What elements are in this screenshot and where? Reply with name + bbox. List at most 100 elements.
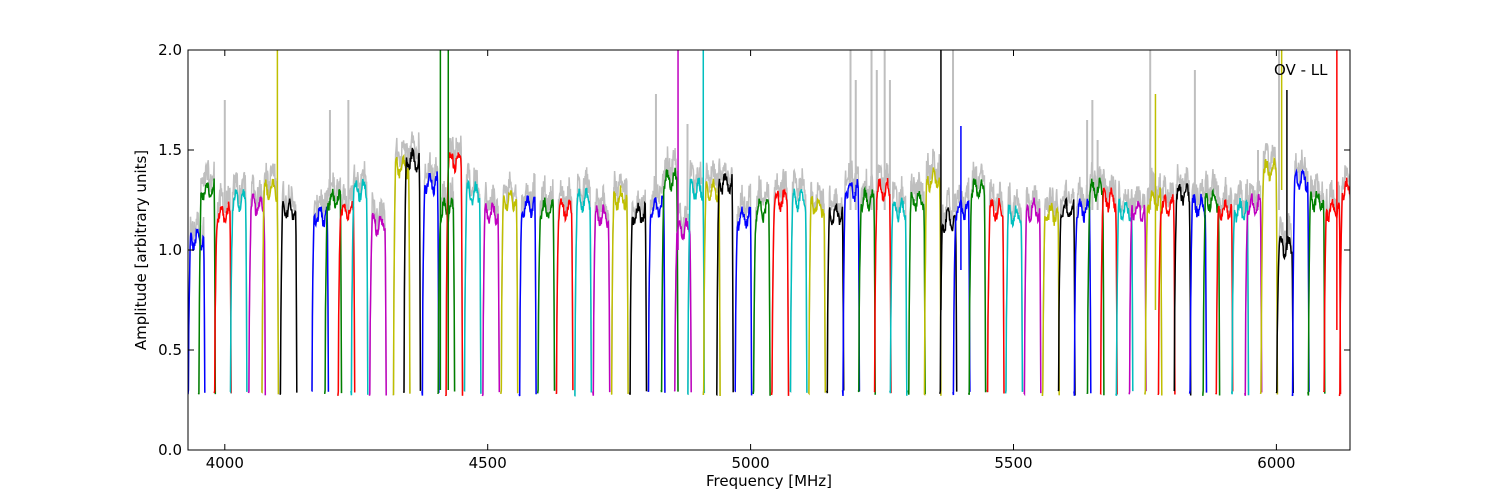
band-series-line (402, 147, 422, 393)
raw-band-line (1144, 167, 1163, 396)
raw-band-line (279, 181, 298, 395)
band-series-line (1259, 156, 1279, 395)
band-series-line (968, 178, 987, 395)
raw-band-line (536, 175, 556, 394)
band-series-line (368, 212, 387, 396)
raw-band-line (1173, 164, 1192, 396)
band-series-line (1230, 197, 1250, 396)
x-axis-label: Frequency [MHz] (706, 472, 832, 490)
band-series-line (807, 196, 827, 396)
raw-band-line (889, 176, 908, 396)
band-series-line (1099, 187, 1118, 396)
band-series-line (592, 204, 611, 396)
band-series-line (536, 197, 556, 394)
band-series-line (1215, 199, 1234, 395)
band-series-line (716, 172, 734, 396)
x-tick-label: 4500 (469, 454, 507, 472)
band-series-line (1057, 197, 1076, 396)
band-series-line (660, 167, 679, 393)
band-series-line (1115, 198, 1134, 396)
raw-band-line (1188, 178, 1208, 394)
band-series-line (1023, 197, 1042, 397)
band-series-line (555, 198, 574, 395)
band-series-line (261, 178, 280, 395)
band-series-line (826, 203, 845, 394)
band-series-line (229, 189, 248, 395)
raw-band-line (1307, 173, 1326, 396)
raw-band-line (197, 160, 217, 395)
band-series-line (628, 200, 648, 395)
band-series-line (1144, 187, 1163, 396)
band-series-line (687, 177, 706, 396)
band-series-line (1244, 193, 1263, 396)
band-series-line (1307, 191, 1326, 396)
y-tick-label: 2.0 (158, 41, 182, 59)
band-series-line (1004, 204, 1024, 394)
band-series-line (1041, 202, 1060, 397)
band-series-line (392, 153, 411, 396)
y-tick-label: 0.5 (158, 341, 182, 359)
x-axis-ticks: 4000 4500 5000 5500 6000 (206, 50, 1295, 472)
band-series-line (986, 197, 1005, 394)
y-axis-label: Amplitude [arbitrary units] (132, 150, 150, 350)
band-series-line (752, 198, 771, 396)
band-series-line (481, 202, 501, 397)
band-series-line (734, 206, 753, 396)
raw-band-line (1115, 180, 1134, 396)
raw-band-line (229, 171, 248, 395)
y-tick-label: 1.0 (158, 241, 182, 259)
raw-band-line (555, 177, 574, 395)
band-series-line (1338, 177, 1350, 397)
band-series-line (574, 187, 593, 397)
raw-band-line (1086, 162, 1105, 396)
raw-band-line (826, 185, 845, 394)
band-series-line (188, 227, 206, 395)
raw-band-line (687, 160, 706, 396)
x-tick-label: 4000 (206, 454, 244, 472)
band-series-line (889, 197, 908, 396)
raw-band-line (789, 168, 808, 393)
band-series-line (1188, 193, 1208, 394)
raw-band-line (1323, 179, 1342, 395)
x-tick-label: 5000 (732, 454, 770, 472)
raw-band-line (518, 173, 537, 397)
band-series-layer (188, 50, 1350, 397)
y-axis-ticks: 0.0 0.5 1.0 1.5 2.0 (158, 41, 1350, 459)
band-series-line (907, 191, 926, 395)
band-series-line (279, 198, 298, 395)
raw-band-line (1004, 182, 1024, 394)
band-series-line (1173, 183, 1192, 396)
raw-band-line (1291, 149, 1310, 397)
raw-band-line (481, 181, 501, 397)
band-series-line (1073, 198, 1092, 396)
raw-band-line (1230, 179, 1250, 396)
raw-band-line (716, 158, 734, 396)
raw-band-line (734, 183, 753, 396)
band-series-line (500, 189, 519, 395)
band-series-line (1157, 194, 1176, 396)
raw-band-line (1202, 169, 1221, 396)
band-series-line (518, 195, 537, 397)
raw-band-line (660, 146, 679, 393)
band-series-line (841, 179, 861, 396)
y-tick-label: 0.0 (158, 441, 182, 459)
x-tick-label: 6000 (1257, 454, 1295, 472)
raw-band-line (402, 131, 422, 393)
annotation-label: OV - LL (1274, 61, 1328, 79)
raw-band-line (752, 175, 771, 396)
raw-band-line (1259, 143, 1279, 395)
raw-band-line (702, 160, 721, 397)
band-series-line (939, 207, 958, 394)
band-series-line (1202, 188, 1221, 396)
band-series-line (857, 185, 876, 395)
band-series-line (873, 177, 892, 394)
x-tick-label: 5500 (994, 454, 1032, 472)
band-series-line (421, 171, 440, 396)
band-series-line (213, 201, 232, 394)
band-series-line (673, 217, 692, 393)
band-series-line (350, 178, 369, 396)
band-series-line (789, 188, 808, 393)
raw-band-line (592, 183, 611, 396)
band-series-line (323, 188, 343, 394)
